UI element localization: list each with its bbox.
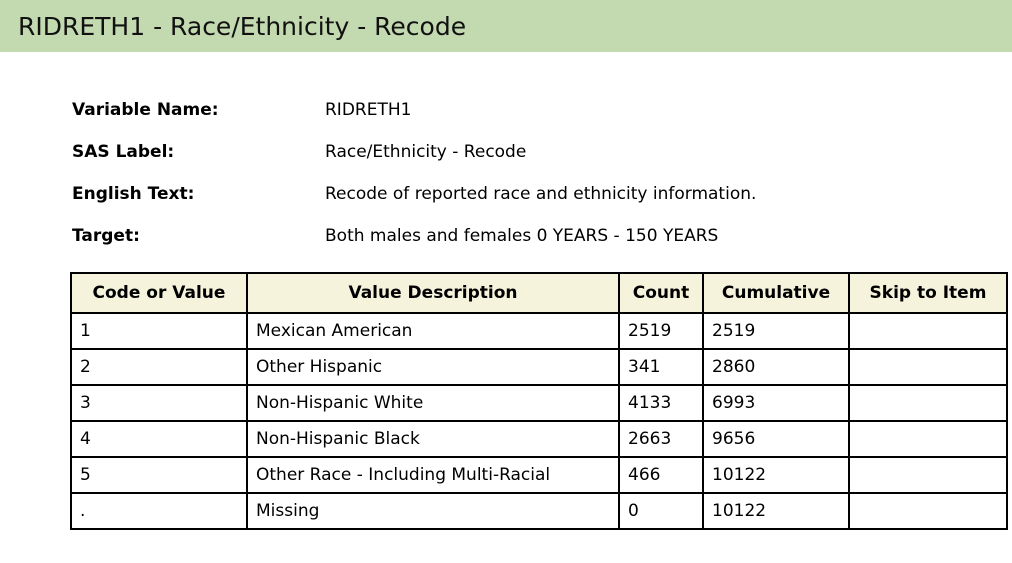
cell-code: 2 xyxy=(70,348,248,386)
cell-skip xyxy=(848,420,1008,458)
cell-skip xyxy=(848,312,1008,350)
cell-description: Missing xyxy=(246,492,620,530)
target-row: Target: Both males and females 0 YEARS -… xyxy=(72,222,992,264)
table-row: 5 Other Race - Including Multi-Racial 46… xyxy=(70,456,1008,494)
table-row: 3 Non-Hispanic White 4133 6993 xyxy=(70,384,1008,422)
page-title: RIDRETH1 - Race/Ethnicity - Recode xyxy=(18,12,467,41)
column-header-cumulative: Cumulative xyxy=(702,272,850,314)
variable-info: Variable Name: RIDRETH1 SAS Label: Race/… xyxy=(72,96,992,264)
table-header-row: Code or Value Value Description Count Cu… xyxy=(70,272,1008,314)
cell-skip xyxy=(848,384,1008,422)
sas-label-value: Race/Ethnicity - Recode xyxy=(325,142,527,162)
cell-count: 0 xyxy=(618,492,704,530)
variable-name-row: Variable Name: RIDRETH1 xyxy=(72,96,992,138)
cell-count: 2519 xyxy=(618,312,704,350)
cell-cumulative: 10122 xyxy=(702,456,850,494)
cell-cumulative: 6993 xyxy=(702,384,850,422)
sas-label-row: SAS Label: Race/Ethnicity - Recode xyxy=(72,138,992,180)
variable-name-label: Variable Name: xyxy=(72,100,219,120)
cell-code: 3 xyxy=(70,384,248,422)
cell-code: 5 xyxy=(70,456,248,494)
cell-description: Non-Hispanic Black xyxy=(246,420,620,458)
title-bar: RIDRETH1 - Race/Ethnicity - Recode xyxy=(0,0,1012,52)
column-header-skip: Skip to Item xyxy=(848,272,1008,314)
cell-description: Other Hispanic xyxy=(246,348,620,386)
cell-count: 2663 xyxy=(618,420,704,458)
column-header-description: Value Description xyxy=(246,272,620,314)
table-row: 4 Non-Hispanic Black 2663 9656 xyxy=(70,420,1008,458)
cell-description: Other Race - Including Multi-Racial xyxy=(246,456,620,494)
cell-count: 341 xyxy=(618,348,704,386)
cell-cumulative: 2860 xyxy=(702,348,850,386)
cell-count: 466 xyxy=(618,456,704,494)
column-header-code: Code or Value xyxy=(70,272,248,314)
sas-label-label: SAS Label: xyxy=(72,142,175,162)
column-header-count: Count xyxy=(618,272,704,314)
target-value: Both males and females 0 YEARS - 150 YEA… xyxy=(325,226,719,246)
cell-skip xyxy=(848,492,1008,530)
cell-skip xyxy=(848,348,1008,386)
cell-cumulative: 2519 xyxy=(702,312,850,350)
cell-description: Mexican American xyxy=(246,312,620,350)
cell-description: Non-Hispanic White xyxy=(246,384,620,422)
cell-skip xyxy=(848,456,1008,494)
target-label: Target: xyxy=(72,226,140,246)
variable-name-value: RIDRETH1 xyxy=(325,100,412,120)
codebook-table: Code or Value Value Description Count Cu… xyxy=(70,272,1008,530)
cell-code: 4 xyxy=(70,420,248,458)
english-text-row: English Text: Recode of reported race an… xyxy=(72,180,992,222)
english-text-label: English Text: xyxy=(72,184,195,204)
table-row: 1 Mexican American 2519 2519 xyxy=(70,312,1008,350)
table-row: . Missing 0 10122 xyxy=(70,492,1008,530)
cell-code: . xyxy=(70,492,248,530)
cell-count: 4133 xyxy=(618,384,704,422)
table-row: 2 Other Hispanic 341 2860 xyxy=(70,348,1008,386)
cell-cumulative: 9656 xyxy=(702,420,850,458)
cell-code: 1 xyxy=(70,312,248,350)
cell-cumulative: 10122 xyxy=(702,492,850,530)
english-text-value: Recode of reported race and ethnicity in… xyxy=(325,184,757,204)
